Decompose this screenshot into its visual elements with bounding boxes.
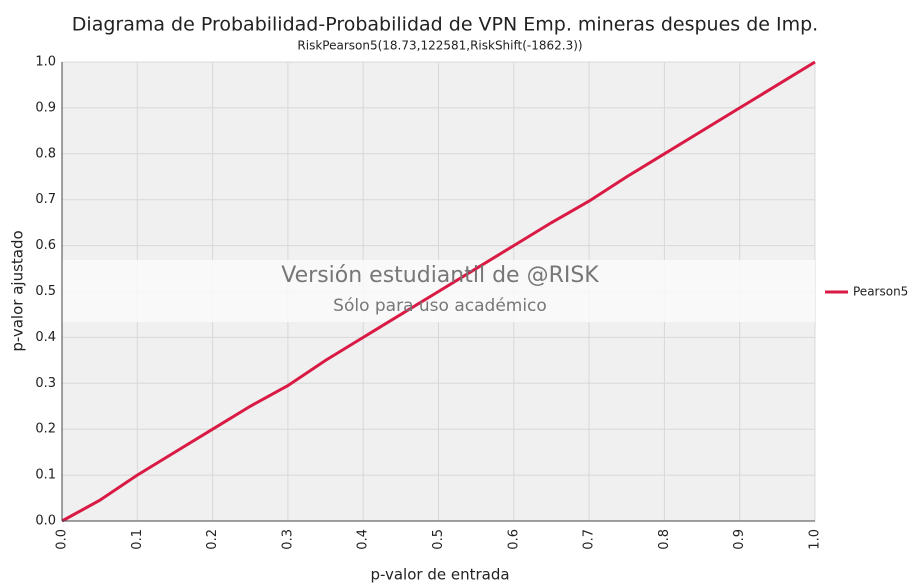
watermark: Sólo para uso académico [333, 296, 547, 316]
y-tick-label: 0.9 [35, 100, 56, 115]
y-tick-label: 0.6 [35, 238, 56, 253]
chart-subtitle: RiskPearson5(18.73,122581,RiskShift(-186… [297, 39, 582, 53]
y-tick-label: 1.0 [35, 55, 56, 70]
y-tick-label: 0.0 [35, 514, 56, 529]
x-tick-label: 0.2 [205, 529, 220, 550]
y-tick-label: 0.7 [35, 192, 56, 207]
x-tick-label: 0.5 [431, 529, 446, 550]
data-line [61, 60, 816, 523]
y-tick-label: 0.8 [35, 146, 56, 161]
x-tick-label: 0.4 [356, 529, 371, 550]
chart-title: Diagrama de Probabilidad-Probabilidad de… [72, 14, 818, 36]
x-tick-label: 0.7 [582, 529, 597, 550]
y-axis-label: p-valor ajustado [9, 230, 27, 351]
lines [61, 60, 816, 523]
x-tick-label: 0.1 [130, 529, 145, 550]
x-tick-label: 0.0 [55, 529, 70, 550]
y-tick-label: 0.2 [35, 422, 56, 437]
y-tick-label: 0.1 [35, 468, 56, 483]
x-axis-label: p-valor de entrada [370, 566, 509, 584]
y-tick-label: 0.3 [35, 376, 56, 391]
x-tick-label: 0.9 [732, 529, 747, 550]
x-tick-label: 1.0 [808, 529, 823, 550]
x-tick-label: 0.3 [280, 529, 295, 550]
watermark: Versión estudiantil de @RISK [281, 263, 599, 288]
legend-label: Pearson5 [853, 285, 908, 299]
x-tick-label: 0.6 [506, 529, 521, 550]
y-tick-label: 0.4 [35, 330, 56, 345]
x-tick-label: 0.8 [657, 529, 672, 550]
y-tick-label: 0.5 [35, 284, 56, 299]
